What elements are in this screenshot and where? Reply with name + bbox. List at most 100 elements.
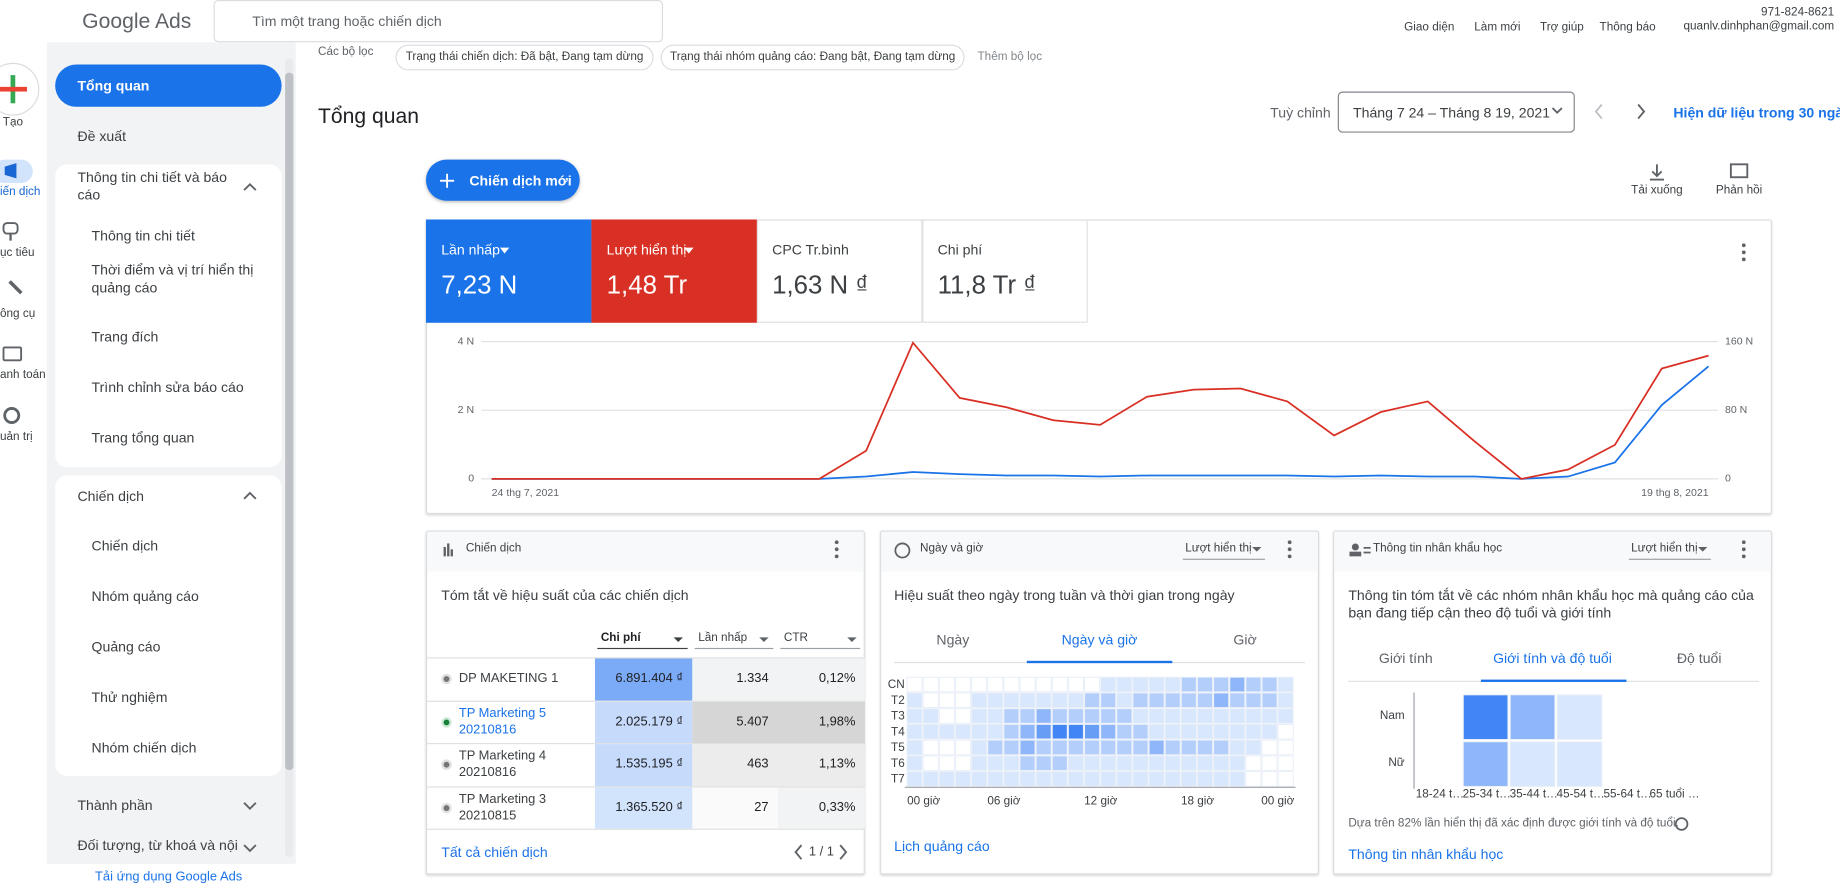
card-header <box>881 531 1318 572</box>
nav-item[interactable]: Trang đích <box>91 328 159 346</box>
filter-chip-text[interactable]: Trạng thái chiến dịch: Đã bật, Đang tạm … <box>405 50 644 64</box>
nav-item[interactable]: Trang tổng quan <box>91 429 195 447</box>
add-filter[interactable]: Thêm bộ lọc <box>977 50 1043 64</box>
compare-link[interactable]: Hiện dữ liệu trong 30 ngày q <box>1673 104 1840 121</box>
nav-item[interactable]: Chiến dịch <box>91 537 159 555</box>
metric-tile[interactable] <box>922 219 1088 323</box>
metric-name[interactable]: Lượt hiển thị <box>606 241 687 259</box>
card-title[interactable]: Ngày và giờ <box>920 542 984 556</box>
metric-name[interactable]: CPC Tr.bình <box>772 241 849 259</box>
filter-chip-text[interactable]: Trạng thái nhóm quảng cáo: Đang bật, Đan… <box>669 50 956 64</box>
rail-item[interactable]: ông cụ <box>0 307 36 321</box>
card <box>880 530 1319 875</box>
rail-item[interactable]: uản trị <box>0 430 33 444</box>
nav-group-title[interactable]: Chiến dịch <box>77 488 144 505</box>
nav-item[interactable]: Quảng cáo <box>91 638 161 655</box>
table-cell <box>778 744 865 786</box>
column-header[interactable]: CTR <box>783 631 809 645</box>
header-action[interactable]: Trợ giúp <box>1539 21 1584 35</box>
card-subtitle: Tóm tắt về hiệu suất của các chiến dịch <box>441 586 689 604</box>
search-box[interactable] <box>213 0 664 43</box>
date-picker[interactable] <box>1337 91 1575 133</box>
rail-item[interactable]: iến dịch <box>0 185 41 199</box>
nav-group-title[interactable]: Thông tin chi tiết và báo cáo <box>77 169 227 204</box>
metric-tile[interactable] <box>591 219 757 323</box>
table-value: 2.025.179 ₫ <box>615 714 683 729</box>
nav-item[interactable]: Tổng quan <box>77 77 150 94</box>
filter-chip[interactable] <box>660 44 965 71</box>
table-cell <box>778 701 865 743</box>
campaign-name[interactable]: TP Marketing 5 20210816 <box>458 706 547 737</box>
column-underline <box>780 647 861 650</box>
campaign-name[interactable]: TP Marketing 3 20210815 <box>458 791 547 823</box>
rail-item[interactable]: anh toán <box>0 368 46 382</box>
table-cell <box>692 701 779 743</box>
metric-value: 1,48 Tr <box>606 269 688 300</box>
metric-dropdown[interactable]: Lượt hiển thị <box>1631 542 1698 556</box>
table-cell <box>778 658 865 701</box>
table-value: 1.334 <box>736 671 769 686</box>
nav-item[interactable]: Đề xuất <box>77 127 126 145</box>
download-button[interactable]: Tải xuống <box>1631 184 1683 198</box>
nav-item[interactable]: Thông tin chi tiết <box>91 227 195 245</box>
nav-item[interactable]: Đối tượng, từ khoá và nội <box>77 836 238 854</box>
card-title[interactable]: Chiến dịch <box>465 542 522 556</box>
tab[interactable]: Ngày <box>936 631 970 648</box>
rail-item[interactable]: ục tiêu <box>0 246 35 260</box>
table-cell <box>692 744 779 786</box>
pagination: 1 / 1 <box>808 845 834 860</box>
metric-name[interactable]: Chi phí <box>937 241 983 259</box>
nav-item[interactable]: Nhóm quảng cáo <box>91 588 199 605</box>
footer-link[interactable]: Tất cả chiến dịch <box>441 843 548 861</box>
tab[interactable]: Ngày và giờ <box>1061 631 1138 648</box>
app-banner-text[interactable]: Tải ứng dụng Google Ads <box>95 869 243 884</box>
footer-link[interactable]: Thông tin nhân khẩu học <box>1348 846 1504 863</box>
nav-group-card <box>55 475 282 776</box>
card-title[interactable]: Thông tin nhân khẩu học <box>1372 542 1503 556</box>
rail-item[interactable]: Tạo <box>2 116 24 130</box>
metric-tile[interactable] <box>425 219 592 323</box>
search-placeholder: Tìm một trang hoặc chiến dịch <box>252 12 442 30</box>
metric-dropdown[interactable]: Lượt hiển thị <box>1185 542 1252 556</box>
account-email[interactable]: quanlv.dinhphan@gmail.com <box>1683 19 1835 33</box>
feedback-button[interactable]: Phản hồi <box>1715 184 1763 198</box>
table-cell <box>594 658 693 701</box>
status-dot <box>441 802 452 813</box>
table-value: 1.365.520 ₫ <box>615 799 683 814</box>
campaign-name[interactable]: TP Marketing 4 20210816 <box>458 748 547 780</box>
nav-item[interactable]: Thời điểm và vị trí hiển thị quảng cáo <box>91 261 254 296</box>
row-divider <box>425 828 865 830</box>
metric-tile[interactable] <box>756 219 923 323</box>
nav-active-pill[interactable] <box>55 64 282 107</box>
table-cell <box>594 701 693 743</box>
dropdown-underline <box>1628 558 1711 560</box>
table-value: 1,98% <box>818 714 856 729</box>
header-action[interactable]: Làm mới <box>1474 21 1521 35</box>
tab[interactable]: Giờ <box>1233 631 1257 648</box>
range-label: Tuỳ chỉnh <box>1270 104 1331 121</box>
header-action[interactable]: Giao diện <box>1404 21 1455 35</box>
nav-item[interactable]: Thử nghiệm <box>91 688 168 706</box>
tab[interactable]: Giới tính và độ tuổi <box>1493 650 1612 667</box>
footer-link[interactable]: Lịch quảng cáo <box>894 838 990 855</box>
table-value: 1.535.195 ₫ <box>615 757 683 772</box>
tab[interactable]: Độ tuổi <box>1676 650 1722 667</box>
nav-item[interactable]: Thành phần <box>77 796 153 814</box>
filter-chip[interactable] <box>395 44 654 71</box>
header-action[interactable]: Thông báo <box>1599 21 1656 35</box>
new-campaign-label[interactable]: Chiến dịch mới <box>469 172 572 189</box>
tab[interactable]: Giới tính <box>1378 650 1433 667</box>
nav-item[interactable]: Trình chỉnh sửa báo cáo <box>91 379 244 396</box>
date-range[interactable]: Tháng 7 24 – Tháng 8 19, 2021 <box>1353 104 1551 121</box>
row-divider <box>425 785 865 787</box>
metric-name[interactable]: Lần nhấp <box>441 241 500 259</box>
tab-indicator <box>1026 660 1173 664</box>
app-banner <box>46 863 296 885</box>
nav-item[interactable]: Nhóm chiến dịch <box>91 739 197 756</box>
campaign-name[interactable]: DP MAKETING 1 <box>458 671 559 686</box>
column-header[interactable]: Chi phí <box>600 631 641 645</box>
column-header[interactable]: Lần nhấp <box>698 631 748 645</box>
status-dot <box>441 716 452 728</box>
page-title: Tổng quan <box>318 104 420 128</box>
